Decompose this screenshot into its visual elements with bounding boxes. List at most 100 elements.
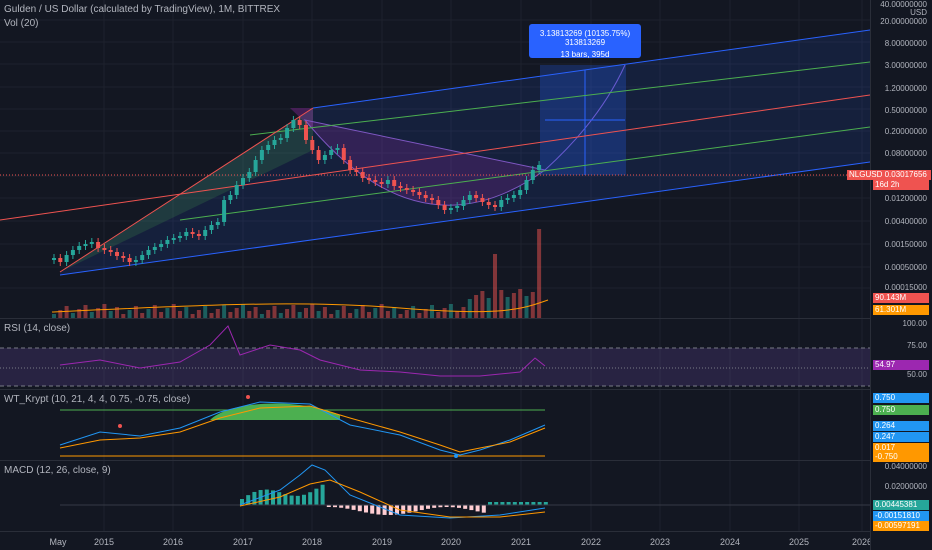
- pane-separator[interactable]: [0, 389, 932, 390]
- macd-histogram-bar: [419, 505, 424, 511]
- volume-bar: [58, 310, 63, 318]
- candle: [322, 155, 327, 160]
- rsi-axis-label: 100.00: [902, 319, 927, 328]
- last-price-value: 0.03017656: [884, 170, 927, 179]
- volume-bar: [272, 306, 277, 318]
- candle: [253, 160, 258, 172]
- volume-bar: [304, 308, 308, 318]
- volume-bar: [436, 312, 441, 318]
- macd-label[interactable]: MACD (12, 26, close, 9): [4, 465, 111, 476]
- measure-tooltip: 3.13813269 (10135.75%) 313813269 13 bars…: [529, 24, 641, 59]
- pane-separator[interactable]: [0, 460, 932, 461]
- last-price-countdown: 16d 2h: [873, 180, 929, 190]
- candle: [259, 150, 264, 160]
- volume-bar: [259, 314, 264, 318]
- volume-bar: [215, 309, 220, 318]
- price-label: 3.00000000: [884, 61, 927, 70]
- volume-bar: [64, 306, 69, 318]
- price-label: 0.00050000: [884, 263, 927, 272]
- volume-bar: [127, 310, 132, 318]
- candle: [480, 198, 485, 202]
- macd-histogram-bar: [494, 502, 499, 505]
- time-label-2015: 2015: [93, 537, 115, 547]
- macd-signal-tag: -0.00597191: [873, 521, 929, 531]
- macd-signal-line: [239, 479, 546, 518]
- candle: [530, 170, 535, 180]
- chart-canvas[interactable]: [0, 0, 870, 550]
- volume-bar: [367, 312, 371, 318]
- price-label: 0.00400000: [884, 217, 927, 226]
- macd-histogram-bar: [333, 505, 337, 508]
- volume-bar: [253, 307, 258, 318]
- candle: [70, 250, 75, 255]
- wt-tag: 0.750: [873, 405, 929, 415]
- pitchfork-line: [0, 94, 870, 221]
- time-label-2024: 2024: [719, 537, 741, 547]
- volume-bar: [285, 309, 290, 318]
- macd-histogram-bar: [401, 505, 406, 514]
- chart-area[interactable]: Gulden / US Dollar (calculated by Tradin…: [0, 0, 872, 550]
- candle: [486, 202, 491, 205]
- time-label-2017: 2017: [232, 537, 254, 547]
- symbol-title[interactable]: Gulden / US Dollar (calculated by Tradin…: [4, 4, 281, 15]
- candle: [404, 188, 409, 190]
- macd-histogram-bar: [543, 502, 548, 505]
- candle: [310, 140, 315, 150]
- price-label: 0.50000000: [884, 106, 927, 115]
- candle: [108, 250, 113, 252]
- macd-histogram-bar: [382, 505, 387, 515]
- candle: [140, 255, 145, 260]
- volume-bar: [228, 312, 233, 318]
- rsi-label[interactable]: RSI (14, close): [4, 323, 71, 334]
- candle: [524, 180, 529, 190]
- candle: [247, 172, 252, 178]
- candle: [392, 180, 397, 186]
- time-label-2023: 2023: [649, 537, 671, 547]
- volume-indicator-label[interactable]: Vol (20): [4, 18, 39, 29]
- macd-histogram-bar: [339, 505, 344, 508]
- candle: [398, 186, 403, 188]
- volume-bar: [398, 314, 403, 318]
- macd-histogram-bar: [388, 505, 393, 515]
- candle: [379, 182, 384, 184]
- volume-bar: [121, 314, 126, 318]
- volume-bar: [222, 305, 227, 318]
- volume-bar: [316, 311, 321, 318]
- wt-signal-line: [59, 405, 546, 453]
- macd-axis-label: 0.04000000: [884, 462, 927, 471]
- rsi-value-tag: 54.97: [873, 360, 929, 370]
- candle: [304, 125, 308, 140]
- candle: [52, 258, 56, 260]
- wt-dot: [454, 454, 458, 458]
- macd-histogram-bar: [475, 505, 480, 512]
- volume-bar: [52, 314, 56, 318]
- candle: [348, 160, 353, 170]
- candle: [461, 200, 466, 206]
- macd-histogram-bar: [426, 505, 430, 509]
- candle: [241, 178, 245, 185]
- candle: [64, 255, 69, 262]
- price-axis[interactable]: 40.00000000 USD 20.00000000 8.00000000 3…: [847, 0, 932, 550]
- candle: [493, 205, 497, 207]
- candle: [455, 206, 460, 208]
- macd-histogram-bar: [444, 505, 449, 508]
- price-label: 0.08000000: [884, 149, 927, 158]
- volume-bar: [480, 291, 485, 318]
- pitchfork-line: [59, 161, 870, 276]
- volume-bar: [423, 309, 428, 318]
- wt-label[interactable]: WT_Krypt (10, 21, 4, 4, 0.75, -0.75, clo…: [4, 394, 191, 405]
- macd-histogram-bar: [531, 502, 536, 505]
- pane-separator[interactable]: [0, 318, 932, 319]
- price-label: 0.00015000: [884, 283, 927, 292]
- volume-bar: [354, 309, 359, 318]
- candle: [385, 180, 390, 184]
- candle: [83, 244, 88, 246]
- volume-bar: [329, 314, 334, 318]
- candle: [278, 138, 283, 140]
- candle: [203, 230, 208, 236]
- macd-histogram-bar: [450, 505, 455, 508]
- volume-bar: [385, 311, 390, 318]
- volume-bar: [335, 310, 340, 318]
- volume-bar: [297, 312, 302, 318]
- volume-bar: [171, 304, 176, 318]
